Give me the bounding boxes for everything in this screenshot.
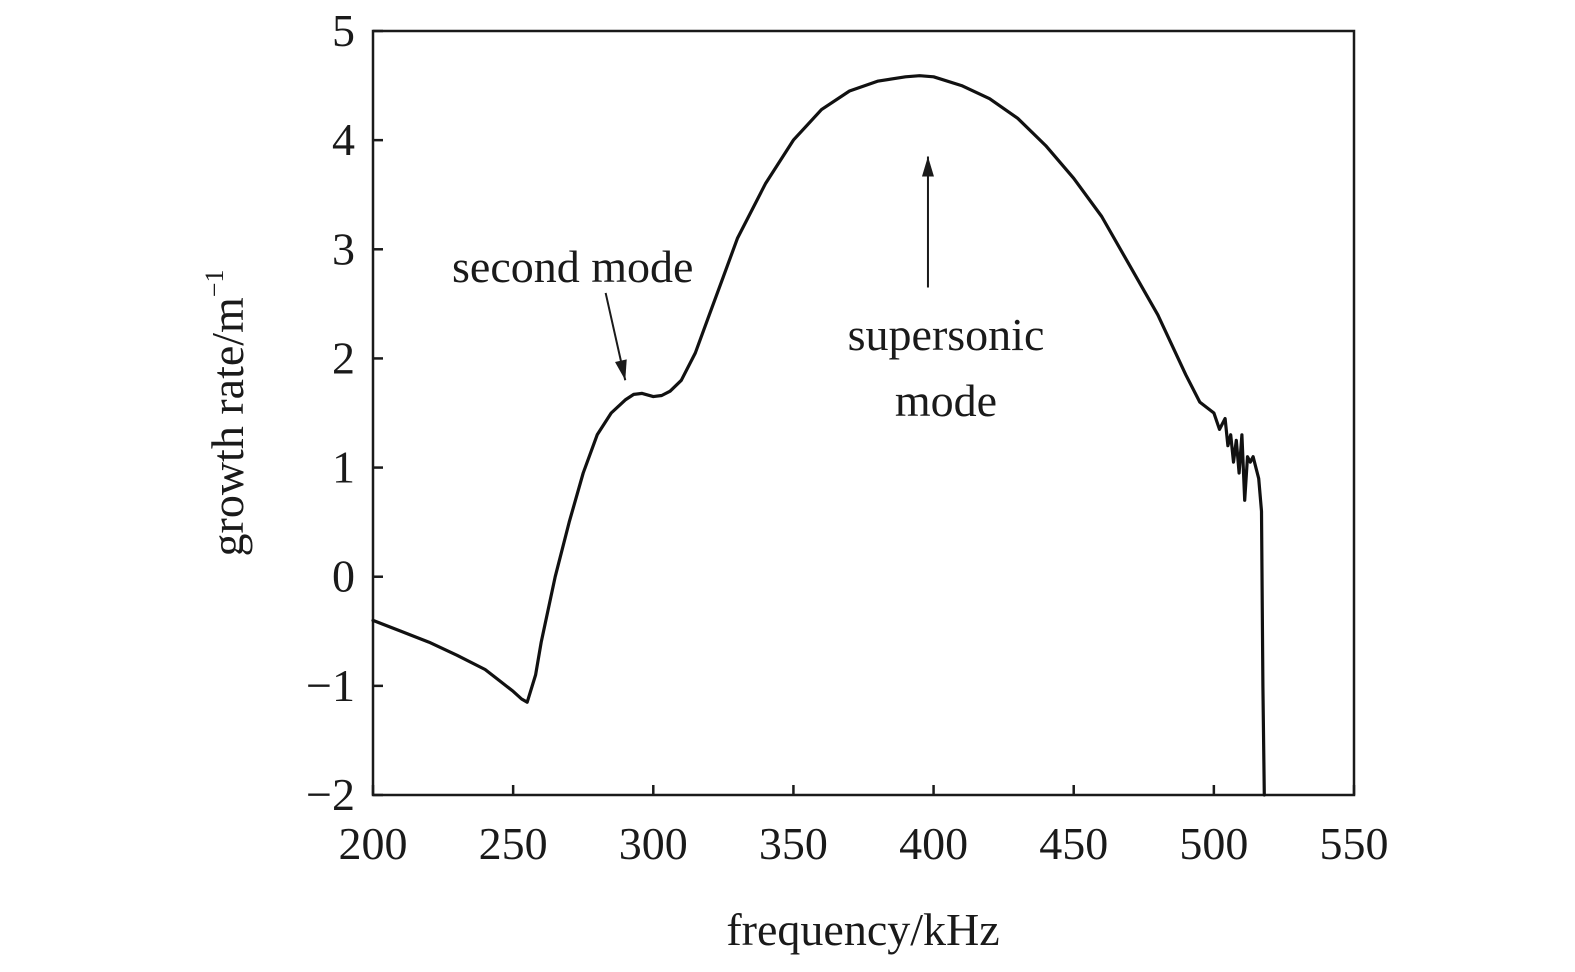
plot-frame	[371, 29, 1356, 797]
x-axis-ticks: 200 250 300 350 400 450 500 550	[339, 785, 1389, 869]
x-tick-label: 350	[759, 818, 828, 869]
x-tick-label: 300	[619, 818, 688, 869]
y-tick-label: 5	[332, 5, 355, 56]
y-tick-label: 3	[332, 223, 355, 274]
y-tick-label: 4	[332, 114, 355, 165]
x-tick-label: 450	[1039, 818, 1108, 869]
y-axis-title-superscript: −1	[200, 270, 229, 298]
y-axis-title-main: growth rate/m	[202, 297, 253, 557]
annotation-arrow-head	[615, 359, 627, 381]
annotation-layer: second mode supersonic mode	[452, 156, 1045, 426]
series-layer	[371, 74, 1266, 797]
x-tick-label: 400	[899, 818, 968, 869]
x-tick-label: 200	[339, 818, 408, 869]
y-tick-label: 0	[332, 551, 355, 602]
y-tick-label: −1	[306, 660, 355, 711]
x-tick-label: 500	[1179, 818, 1248, 869]
y-tick-label: 2	[332, 332, 355, 383]
y-axis-title: growth rate/m−1	[200, 270, 253, 557]
y-axis-ticks: −2 −1 0 1 2 3 4 5	[306, 5, 383, 820]
y-tick-label: 1	[332, 442, 355, 493]
growth-rate-line	[371, 74, 1266, 797]
annotation-supersonic: supersonic	[848, 309, 1045, 360]
y-axis-title-group: growth rate/m−1	[200, 270, 253, 557]
y-tick-label: −2	[306, 769, 355, 820]
annotation-supersonic-line2: mode	[895, 375, 997, 426]
x-tick-label: 250	[479, 818, 548, 869]
annotation-second-mode: second mode	[452, 241, 693, 292]
x-axis-title: frequency/kHz	[726, 904, 999, 955]
annotation-arrow-head	[921, 156, 934, 177]
x-tick-label: 550	[1320, 818, 1389, 869]
